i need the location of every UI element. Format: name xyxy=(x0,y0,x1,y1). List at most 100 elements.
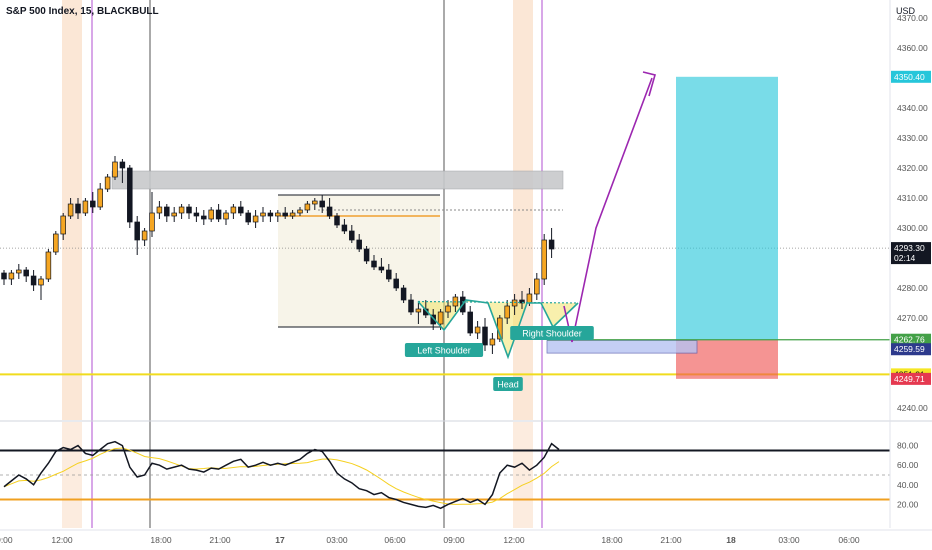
projection-arrow-head xyxy=(642,71,656,97)
candle xyxy=(445,300,451,318)
price-tick-label: 4300.00 xyxy=(897,223,928,233)
candle xyxy=(164,204,170,222)
candle-body xyxy=(208,209,214,220)
candle-body xyxy=(341,224,348,232)
candle xyxy=(156,201,163,219)
candle xyxy=(504,300,510,324)
candle xyxy=(201,210,207,225)
candle xyxy=(238,201,244,216)
price-badge-text: 4293.30 xyxy=(894,243,925,253)
time-tick-label: 09:00 xyxy=(443,535,465,545)
candle xyxy=(393,273,399,291)
candle-body xyxy=(164,206,170,217)
rsi-ma-line xyxy=(3,447,560,505)
rsi-tick-label: 40.00 xyxy=(897,480,919,490)
projection-path xyxy=(563,77,653,343)
price-tick-label: 4320.00 xyxy=(897,163,928,173)
label-left-shoulder: Left Shoulder xyxy=(404,343,484,357)
candle xyxy=(38,276,44,300)
time-tick-label: 17 xyxy=(275,535,285,545)
hs-pattern-outline xyxy=(417,299,579,360)
candle-body xyxy=(134,221,140,241)
candle xyxy=(75,198,81,219)
candle xyxy=(141,228,148,246)
candle-body xyxy=(201,215,207,220)
price-badge-bg xyxy=(891,242,931,265)
resistance-zone xyxy=(111,170,564,190)
candle-body xyxy=(260,212,266,217)
candle xyxy=(408,294,414,315)
candle-body xyxy=(193,212,200,217)
candle-body xyxy=(238,206,244,214)
candle-body xyxy=(230,206,237,214)
candle xyxy=(482,318,488,351)
price-tick-label: 4270.00 xyxy=(897,313,928,323)
price-badge-subtext: 02:14 xyxy=(894,253,916,263)
candle xyxy=(548,228,555,258)
price-badge: 4249.71 xyxy=(891,372,931,385)
candle xyxy=(534,273,540,300)
candle xyxy=(215,204,222,222)
candle-body xyxy=(1,272,7,280)
candle xyxy=(415,303,422,324)
candle-body xyxy=(16,269,22,274)
candle xyxy=(82,198,89,216)
candle-body xyxy=(112,161,118,178)
candle xyxy=(16,264,22,279)
candle-body xyxy=(127,167,133,223)
candle xyxy=(90,192,96,213)
candle-body xyxy=(415,308,422,313)
candle-body xyxy=(356,239,362,250)
candle-body xyxy=(504,305,510,319)
candle-body xyxy=(326,206,333,217)
candle xyxy=(304,201,311,213)
candle xyxy=(430,309,436,330)
candle xyxy=(112,156,118,180)
candle-body xyxy=(371,260,377,268)
label-left-shoulder-text: Left Shoulder xyxy=(417,346,471,356)
candle xyxy=(319,195,325,213)
label-left-shoulder-bg xyxy=(404,343,484,357)
candle-body xyxy=(297,209,303,214)
price-badge-text: 4350.40 xyxy=(894,72,925,82)
entry-zone xyxy=(546,340,698,354)
candle-body xyxy=(289,212,296,217)
position-target-zone xyxy=(676,76,778,340)
candle xyxy=(149,192,155,237)
candle xyxy=(282,207,288,219)
candle xyxy=(326,198,333,219)
candle xyxy=(127,165,133,228)
candle xyxy=(1,270,7,285)
candle-body xyxy=(149,212,155,232)
candle-body xyxy=(386,269,392,280)
price-badge: 4350.40 xyxy=(891,70,931,83)
candle-body xyxy=(67,203,74,217)
time-tick-label: 03:00 xyxy=(778,535,800,545)
price-tick-label: 4360.00 xyxy=(897,43,928,53)
price-badge-bg xyxy=(891,333,931,346)
time-tick-label: 21:00 xyxy=(660,535,682,545)
price-badge-text: 4262.76 xyxy=(894,335,925,345)
label-head: Head xyxy=(493,377,523,391)
candle-body xyxy=(104,176,111,190)
price-tick-label: 4310.00 xyxy=(897,193,928,203)
candle xyxy=(208,207,214,222)
price-badge-bg xyxy=(891,343,931,356)
candle xyxy=(193,207,200,222)
candle xyxy=(104,174,111,192)
candle xyxy=(53,231,59,255)
candle-body xyxy=(282,212,288,217)
candle xyxy=(30,270,37,291)
candle xyxy=(356,234,362,252)
label-head-bg xyxy=(493,377,523,391)
candle xyxy=(260,207,266,222)
candle xyxy=(23,267,29,282)
price-tick-label: 4340.00 xyxy=(897,103,928,113)
price-tick-label: 4330.00 xyxy=(897,133,928,143)
candle-body xyxy=(526,293,533,304)
candle-body xyxy=(393,278,399,289)
time-tick-label: 18 xyxy=(726,535,736,545)
candle-body xyxy=(474,326,481,334)
